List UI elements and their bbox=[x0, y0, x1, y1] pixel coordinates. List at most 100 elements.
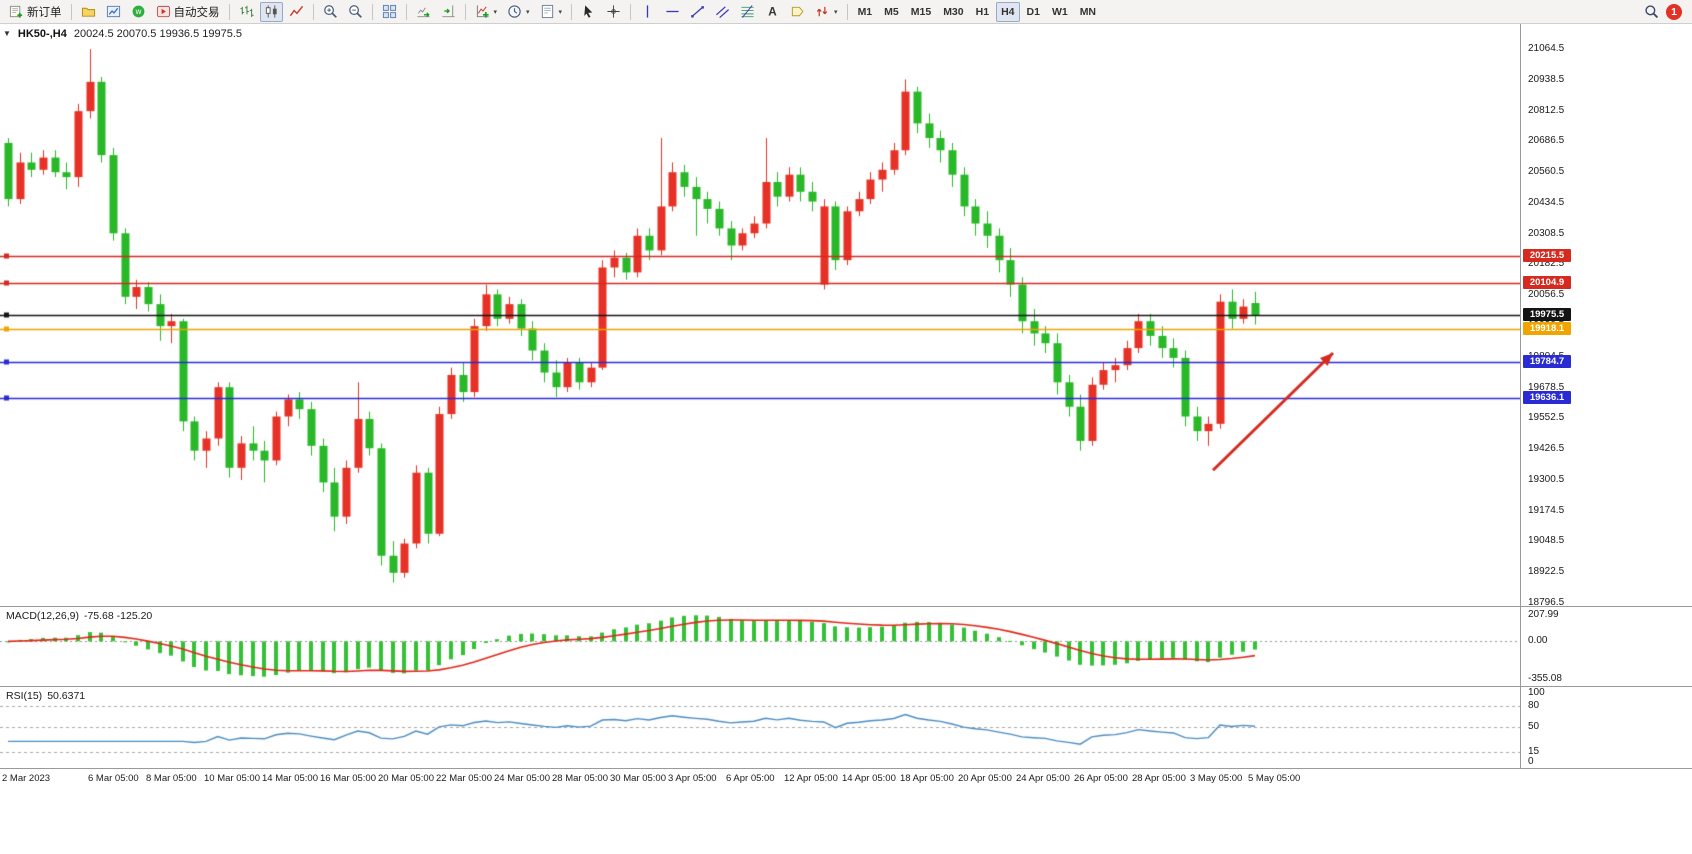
timeframe-m30-button[interactable]: M30 bbox=[938, 2, 968, 22]
rsi-panel: RSI(15) 50.6371 100 80 50 15 0 bbox=[0, 686, 1692, 769]
svg-text:w: w bbox=[134, 7, 141, 16]
fibonacci-button[interactable] bbox=[736, 2, 759, 22]
dropdown-caret-icon: ▾ bbox=[558, 8, 563, 16]
auto-scroll-button[interactable] bbox=[412, 2, 435, 22]
price-level-badge: 19636.1 bbox=[1523, 390, 1571, 404]
zoom-out-button[interactable] bbox=[344, 2, 367, 22]
dropdown-caret-icon: ▾ bbox=[493, 8, 498, 16]
chart-profiles-button[interactable] bbox=[77, 2, 100, 22]
equidistant-channel-button[interactable] bbox=[711, 2, 734, 22]
toolbar-separator bbox=[846, 3, 848, 20]
chart-header: ▼ HK50-,H4 20024.5 20070.5 19936.5 19975… bbox=[3, 28, 242, 40]
timeframe-m1-button[interactable]: M1 bbox=[853, 2, 878, 22]
timeframe-mn-button[interactable]: MN bbox=[1075, 2, 1101, 22]
zoom-in-icon bbox=[323, 4, 338, 19]
tline-icon bbox=[690, 4, 705, 19]
chart-collapse-icon[interactable]: ▼ bbox=[3, 29, 11, 38]
dropdown-caret-icon: ▾ bbox=[834, 8, 838, 16]
macd-values: -75.68 -125.20 bbox=[83, 610, 153, 622]
price-level-badge: 19784.7 bbox=[1523, 354, 1571, 368]
search-icon bbox=[1644, 4, 1659, 19]
macd-axis-tick: 207.99 bbox=[1528, 609, 1559, 620]
chart-shift-button[interactable] bbox=[437, 2, 460, 22]
vertical-line-button[interactable] bbox=[636, 2, 659, 22]
autotrading-button[interactable]: 自动交易 bbox=[152, 2, 224, 22]
rsi-canvas[interactable] bbox=[0, 687, 1520, 769]
crosshair-button[interactable] bbox=[602, 2, 625, 22]
time-axis-label: 8 Mar 05:00 bbox=[146, 773, 197, 784]
rsi-axis-tick: 100 bbox=[1528, 687, 1545, 698]
cursor-icon bbox=[581, 4, 596, 19]
candlestick-chart-button[interactable] bbox=[259, 1, 283, 22]
bars-icon bbox=[239, 4, 254, 19]
time-axis-label: 26 Apr 05:00 bbox=[1074, 773, 1128, 784]
macd-axis[interactable]: 207.99 0.00 -355.08 bbox=[1520, 607, 1692, 687]
clock-icon bbox=[507, 4, 522, 19]
arrows-icon bbox=[815, 4, 830, 19]
time-axis[interactable]: 2 Mar 2023 6 Mar 05:00 8 Mar 05:00 10 Mar 0… bbox=[0, 768, 1692, 791]
price-axis-tick: 20434.5 bbox=[1528, 196, 1565, 208]
price-axis-tick: 18796.5 bbox=[1528, 597, 1565, 608]
notification-badge[interactable]: 1 bbox=[1666, 3, 1682, 20]
price-axis[interactable]: 21064.5 20938.5 20812.5 20686.5 20560.5 20434… bbox=[1520, 24, 1692, 608]
macd-panel: MACD(12,26,9) -75.68 -125.20 207.99 0.00 -3… bbox=[0, 606, 1692, 687]
price-axis-tick: 20056.5 bbox=[1528, 289, 1565, 301]
rsi-indicator-label: RSI(15) 50.6371 bbox=[6, 690, 86, 702]
macd-indicator-label: MACD(12,26,9) -75.68 -125.20 bbox=[6, 610, 153, 622]
price-axis-tick: 20686.5 bbox=[1528, 135, 1565, 147]
time-axis-label: 16 Mar 05:00 bbox=[320, 773, 376, 784]
macd-canvas[interactable] bbox=[0, 607, 1520, 687]
zoom-out-icon bbox=[348, 4, 363, 19]
time-axis-label: 24 Apr 05:00 bbox=[1016, 773, 1070, 784]
zoom-in-button[interactable] bbox=[319, 2, 342, 22]
periods-button[interactable]: ▾ bbox=[503, 2, 534, 22]
candles-icon bbox=[264, 4, 279, 19]
price-axis-tick: 20812.5 bbox=[1528, 104, 1565, 116]
cursor-button[interactable] bbox=[577, 2, 600, 22]
horizontal-line-button[interactable] bbox=[661, 2, 684, 22]
price-axis-tick: 19300.5 bbox=[1528, 473, 1565, 485]
time-axis-label: 10 Mar 05:00 bbox=[204, 773, 260, 784]
linechart-icon bbox=[289, 4, 304, 19]
timeframe-h4-button[interactable]: H4 bbox=[996, 1, 1020, 22]
price-axis-tick: 20308.5 bbox=[1528, 227, 1565, 239]
timeframe-m5-button[interactable]: M5 bbox=[879, 2, 904, 22]
svg-text:A: A bbox=[768, 6, 777, 19]
main-toolbar: 新订单 w 自动交易 ▾ ▾ ▾ A ▾ M1 M5 M15 M30 H1 H4 D1 W1 MN 1 bbox=[0, 0, 1692, 24]
price-axis-tick: 19426.5 bbox=[1528, 443, 1565, 455]
price-chart-canvas[interactable] bbox=[0, 24, 1520, 606]
indicator-add-icon bbox=[475, 4, 490, 19]
bar-chart-button[interactable] bbox=[235, 2, 258, 22]
time-axis-label: 30 Mar 05:00 bbox=[610, 773, 666, 784]
trendline-button[interactable] bbox=[686, 2, 709, 22]
indicators-list-button[interactable]: ▾ bbox=[471, 2, 502, 22]
price-level-badge: 20215.5 bbox=[1523, 249, 1571, 263]
toolbar-separator bbox=[228, 3, 230, 20]
toolbar-separator bbox=[312, 3, 314, 20]
timeframe-h1-button[interactable]: H1 bbox=[971, 2, 994, 22]
arrows-button[interactable]: ▾ bbox=[811, 2, 842, 22]
new-order-button[interactable]: 新订单 bbox=[5, 2, 66, 22]
autoscroll-icon bbox=[416, 4, 431, 19]
community-button[interactable]: w bbox=[127, 2, 150, 22]
templates-button[interactable]: ▾ bbox=[536, 2, 567, 22]
time-axis-label: 14 Mar 05:00 bbox=[262, 773, 318, 784]
channel-icon bbox=[715, 4, 730, 19]
timeframe-w1-button[interactable]: W1 bbox=[1047, 2, 1073, 22]
new-order-icon bbox=[9, 4, 24, 19]
search-button[interactable] bbox=[1640, 2, 1663, 22]
timeframe-d1-button[interactable]: D1 bbox=[1022, 2, 1045, 22]
rsi-axis[interactable]: 100 80 50 15 0 bbox=[1520, 687, 1692, 769]
text-button[interactable]: A bbox=[761, 2, 784, 22]
market-watch-button[interactable] bbox=[102, 2, 125, 22]
timeframe-m15-button[interactable]: M15 bbox=[906, 2, 936, 22]
price-axis-tick: 19174.5 bbox=[1528, 504, 1565, 516]
line-chart-button[interactable] bbox=[285, 2, 308, 22]
time-axis-label: 22 Mar 05:00 bbox=[436, 773, 492, 784]
time-axis-label: 28 Mar 05:00 bbox=[552, 773, 608, 784]
label-button[interactable] bbox=[786, 2, 809, 22]
tile-windows-button[interactable] bbox=[378, 2, 401, 22]
rsi-axis-tick: 80 bbox=[1528, 700, 1540, 711]
time-axis-label: 28 Apr 05:00 bbox=[1132, 773, 1186, 784]
